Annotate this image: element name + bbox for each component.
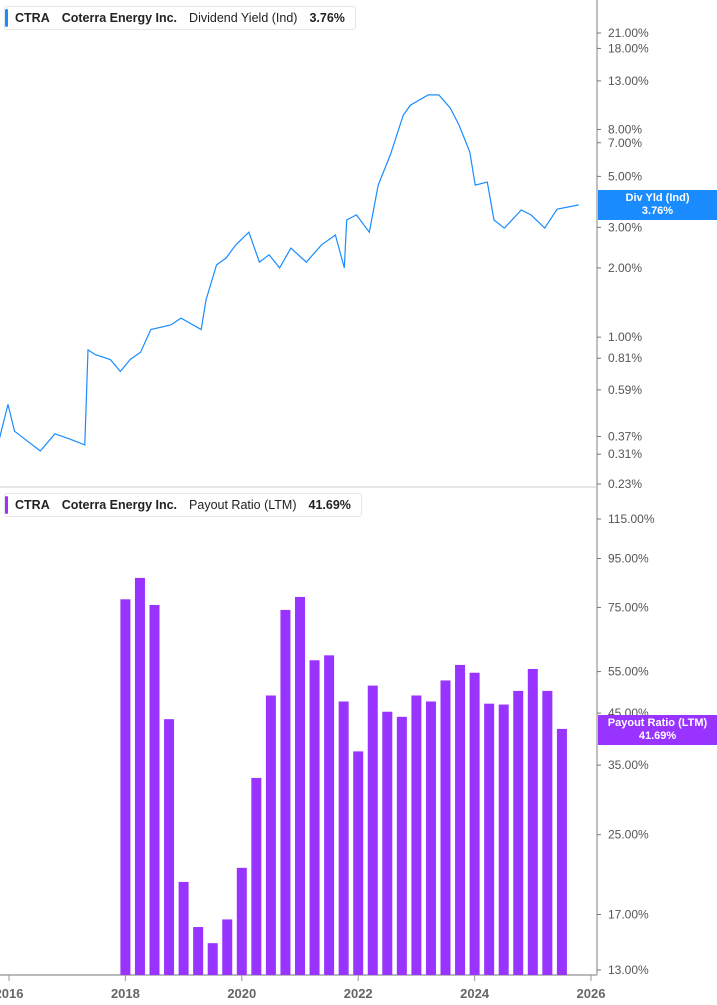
- payout-bar: [265, 695, 276, 975]
- yield-y-tick-label: 7.00%: [608, 136, 642, 150]
- payout-y-tick-label: 35.00%: [608, 758, 649, 772]
- payout-bar: [324, 655, 335, 975]
- payout-bar: [542, 690, 553, 975]
- payout-bar: [411, 695, 422, 975]
- legend-metric: Dividend Yield (Ind): [189, 11, 298, 25]
- payout-bar: [498, 704, 509, 975]
- x-tick-label: 2026: [577, 986, 606, 1001]
- yield-y-tick-label: 0.31%: [608, 447, 642, 461]
- series-color-marker: [5, 9, 8, 27]
- legend-company: Coterra Energy Inc.: [61, 11, 178, 25]
- payout-bar: [556, 728, 567, 975]
- payout-bar: [382, 711, 393, 975]
- payout-bar: [178, 881, 189, 975]
- payout-bar: [236, 867, 247, 975]
- dividend-yield-line: [0, 94, 579, 452]
- payout-bar: [527, 668, 538, 975]
- payout-bar: [149, 604, 160, 975]
- x-tick-label: 2020: [227, 986, 256, 1001]
- bottom-legend: CTRA Coterra Energy Inc. Payout Ratio (L…: [4, 493, 362, 517]
- x-tick-label: 2024: [460, 986, 490, 1001]
- payout-bar: [207, 943, 218, 975]
- yield-y-tick-label: 3.00%: [608, 220, 642, 234]
- payout-bar: [164, 719, 175, 975]
- payout-bar: [396, 716, 407, 975]
- current-payout-tag: Payout Ratio (LTM) 41.69%: [598, 715, 717, 745]
- payout-bar: [425, 701, 436, 975]
- yield-y-tick-label: 0.23%: [608, 477, 642, 491]
- payout-y-tick-label: 75.00%: [608, 600, 649, 614]
- payout-bar: [120, 599, 131, 975]
- legend-metric: Payout Ratio (LTM): [189, 498, 297, 512]
- yield-y-tick-label: 13.00%: [608, 74, 649, 88]
- legend-ticker: CTRA: [15, 11, 50, 25]
- yield-y-tick-label: 18.00%: [608, 41, 649, 55]
- x-tick-label: 2016: [0, 986, 23, 1001]
- yield-y-tick-label: 1.00%: [608, 330, 642, 344]
- yield-y-tick-label: 8.00%: [608, 122, 642, 136]
- x-tick-label: 2022: [344, 986, 373, 1001]
- payout-bar: [455, 664, 466, 975]
- payout-bar: [440, 680, 451, 975]
- series-color-marker: [5, 496, 8, 514]
- payout-bar: [251, 777, 262, 975]
- payout-bar: [309, 660, 320, 975]
- payout-bar: [469, 672, 480, 975]
- payout-bar: [193, 927, 204, 975]
- legend-value: 41.69%: [308, 498, 351, 512]
- current-yield-tag: Div Yld (Ind) 3.76%: [598, 190, 717, 220]
- legend-value: 3.76%: [309, 11, 345, 25]
- payout-y-tick-label: 55.00%: [608, 665, 649, 679]
- tag-value: 3.76%: [641, 205, 674, 217]
- payout-bar: [222, 919, 233, 975]
- yield-y-tick-label: 0.59%: [608, 383, 642, 397]
- legend-company: Coterra Energy Inc.: [61, 498, 178, 512]
- payout-bar: [280, 609, 291, 975]
- payout-y-tick-label: 25.00%: [608, 828, 649, 842]
- yield-y-tick-label: 0.81%: [608, 351, 642, 365]
- payout-bar: [134, 577, 145, 975]
- yield-y-tick-label: 2.00%: [608, 261, 642, 275]
- payout-bar: [295, 596, 305, 975]
- payout-bar: [367, 685, 378, 975]
- payout-y-tick-label: 13.00%: [608, 963, 649, 977]
- tag-label: Div Yld (Ind): [625, 192, 690, 204]
- yield-y-tick-label: 0.37%: [608, 430, 642, 444]
- yield-y-tick-label: 5.00%: [608, 169, 642, 183]
- payout-bar: [484, 703, 495, 975]
- payout-y-tick-label: 17.00%: [608, 908, 649, 922]
- tag-label: Payout Ratio (LTM): [607, 717, 708, 729]
- payout-bar: [513, 690, 524, 975]
- tag-value: 41.69%: [638, 730, 677, 742]
- top-legend: CTRA Coterra Energy Inc. Dividend Yield …: [4, 6, 356, 30]
- payout-bar: [353, 751, 364, 975]
- payout-bar: [338, 701, 349, 975]
- legend-ticker: CTRA: [15, 498, 50, 512]
- payout-y-tick-label: 95.00%: [608, 552, 649, 566]
- x-tick-label: 2018: [111, 986, 140, 1001]
- yield-y-tick-label: 21.00%: [608, 26, 649, 40]
- payout-y-tick-label: 115.00%: [608, 512, 655, 526]
